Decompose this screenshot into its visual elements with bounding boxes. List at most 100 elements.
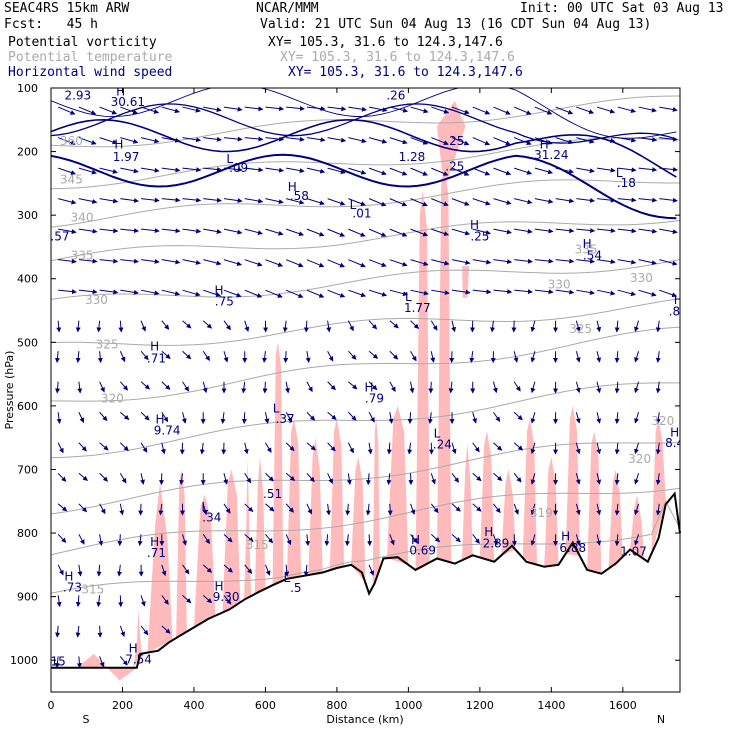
wind-vector <box>161 167 181 173</box>
wind-vector <box>327 411 337 420</box>
wind-vector <box>430 351 436 363</box>
wind-vector <box>119 625 126 637</box>
wind-vector <box>182 289 201 297</box>
pv-extremum-value: 9.74 <box>154 424 181 438</box>
wind-vector <box>655 442 661 455</box>
wind-vector <box>596 473 602 485</box>
wind-vector <box>513 411 523 421</box>
wind-vector <box>410 106 429 114</box>
wind-vector <box>530 351 536 363</box>
wind-vector <box>325 503 331 516</box>
wind-vector <box>138 503 144 516</box>
wind-vector <box>57 167 76 175</box>
wind-vector <box>388 412 394 424</box>
isentrope-label: 325 <box>569 322 592 336</box>
wind-vector <box>265 534 274 544</box>
pv-extremum-value: .37 <box>276 412 295 426</box>
rh-shading <box>651 418 666 554</box>
rh-shading <box>461 266 470 298</box>
rh-shading <box>329 418 345 571</box>
wind-vector <box>140 258 160 264</box>
wind-vector <box>555 198 575 204</box>
wind-vector <box>410 167 428 176</box>
isentrope-label: 330 <box>85 293 108 307</box>
wind-vector <box>285 259 304 268</box>
wind-vector <box>348 289 367 298</box>
wind-vector <box>75 320 81 333</box>
wind-vector <box>96 564 102 577</box>
rh-shading <box>479 431 495 562</box>
wind-vector <box>324 534 330 547</box>
wind-vector <box>431 259 450 266</box>
wind-vector <box>140 411 150 421</box>
wind-vector <box>140 473 145 485</box>
wind-vector <box>638 197 658 203</box>
wind-vector <box>161 228 181 234</box>
wind-vector <box>451 228 471 236</box>
wind-vector <box>366 473 372 486</box>
organization: NCAR/MMM <box>256 1 319 16</box>
wind-vector <box>490 320 496 333</box>
wind-vector <box>655 412 661 424</box>
wind-vector <box>119 473 127 484</box>
pv-extremum-value: 30.61 <box>111 95 145 109</box>
wind-vector <box>555 137 574 145</box>
wind-vector <box>203 259 222 266</box>
wind-vector <box>659 106 678 112</box>
wind-vector <box>327 381 336 391</box>
wind-vector <box>659 289 678 298</box>
pv-extremum-value: .25 <box>470 230 489 244</box>
wind-vector <box>368 106 388 113</box>
wind-vector <box>634 442 640 455</box>
wind-vector <box>117 534 123 547</box>
wind-vector <box>451 167 470 176</box>
wind-vector <box>427 412 433 425</box>
pv-extremum-marker: H <box>674 293 683 307</box>
wind-vector <box>327 106 347 112</box>
wind-vector <box>348 137 367 144</box>
wind-vector <box>244 289 263 298</box>
wind-vector <box>326 320 332 333</box>
wind-vector <box>614 412 620 425</box>
isentrope <box>51 487 680 556</box>
wind-vector <box>202 350 210 361</box>
wind-vector <box>161 320 170 330</box>
wind-vector <box>617 167 637 173</box>
isentrope <box>51 326 680 402</box>
wind-vector <box>99 472 108 482</box>
pv-extremum-marker: H <box>470 218 479 232</box>
wind-vector <box>472 167 491 176</box>
field-name-wind: Horizontal wind speed <box>8 65 173 80</box>
y-tick-label: 600 <box>17 400 38 413</box>
x-tick-label: 200 <box>112 699 133 712</box>
pv-extremum-marker: H <box>64 570 73 584</box>
wind-vector <box>56 595 62 608</box>
wind-vector <box>223 503 231 514</box>
wind-vector <box>492 534 499 546</box>
wind-vector <box>327 167 346 175</box>
rh-shading <box>193 494 216 628</box>
wind-vector <box>244 198 264 204</box>
wind-vector <box>365 503 371 516</box>
pv-extremum-value: 8.4 <box>665 436 684 450</box>
wind-vector <box>368 350 379 359</box>
wind-vector <box>264 564 271 576</box>
pv-extremum-value: .5 <box>290 581 301 595</box>
x-tick-label: 800 <box>326 699 347 712</box>
isentrope-label: 315 <box>81 582 104 596</box>
wind-vector <box>493 259 513 265</box>
wind-vector <box>120 258 140 264</box>
wind-vector <box>140 442 148 453</box>
field-xy-wind: XY= 105.3, 31.6 to 124.3,147.6 <box>288 65 523 80</box>
wind-vector <box>638 259 657 266</box>
wind-vector <box>596 289 616 296</box>
wind-vector <box>389 320 399 329</box>
pv-extremum-marker: H <box>411 533 420 547</box>
wind-vector <box>265 106 285 112</box>
wind-vector <box>368 137 388 144</box>
wind-vector <box>161 625 171 634</box>
wind-vector <box>203 166 223 172</box>
wind-vector <box>57 472 67 482</box>
wind-vector <box>534 228 554 234</box>
